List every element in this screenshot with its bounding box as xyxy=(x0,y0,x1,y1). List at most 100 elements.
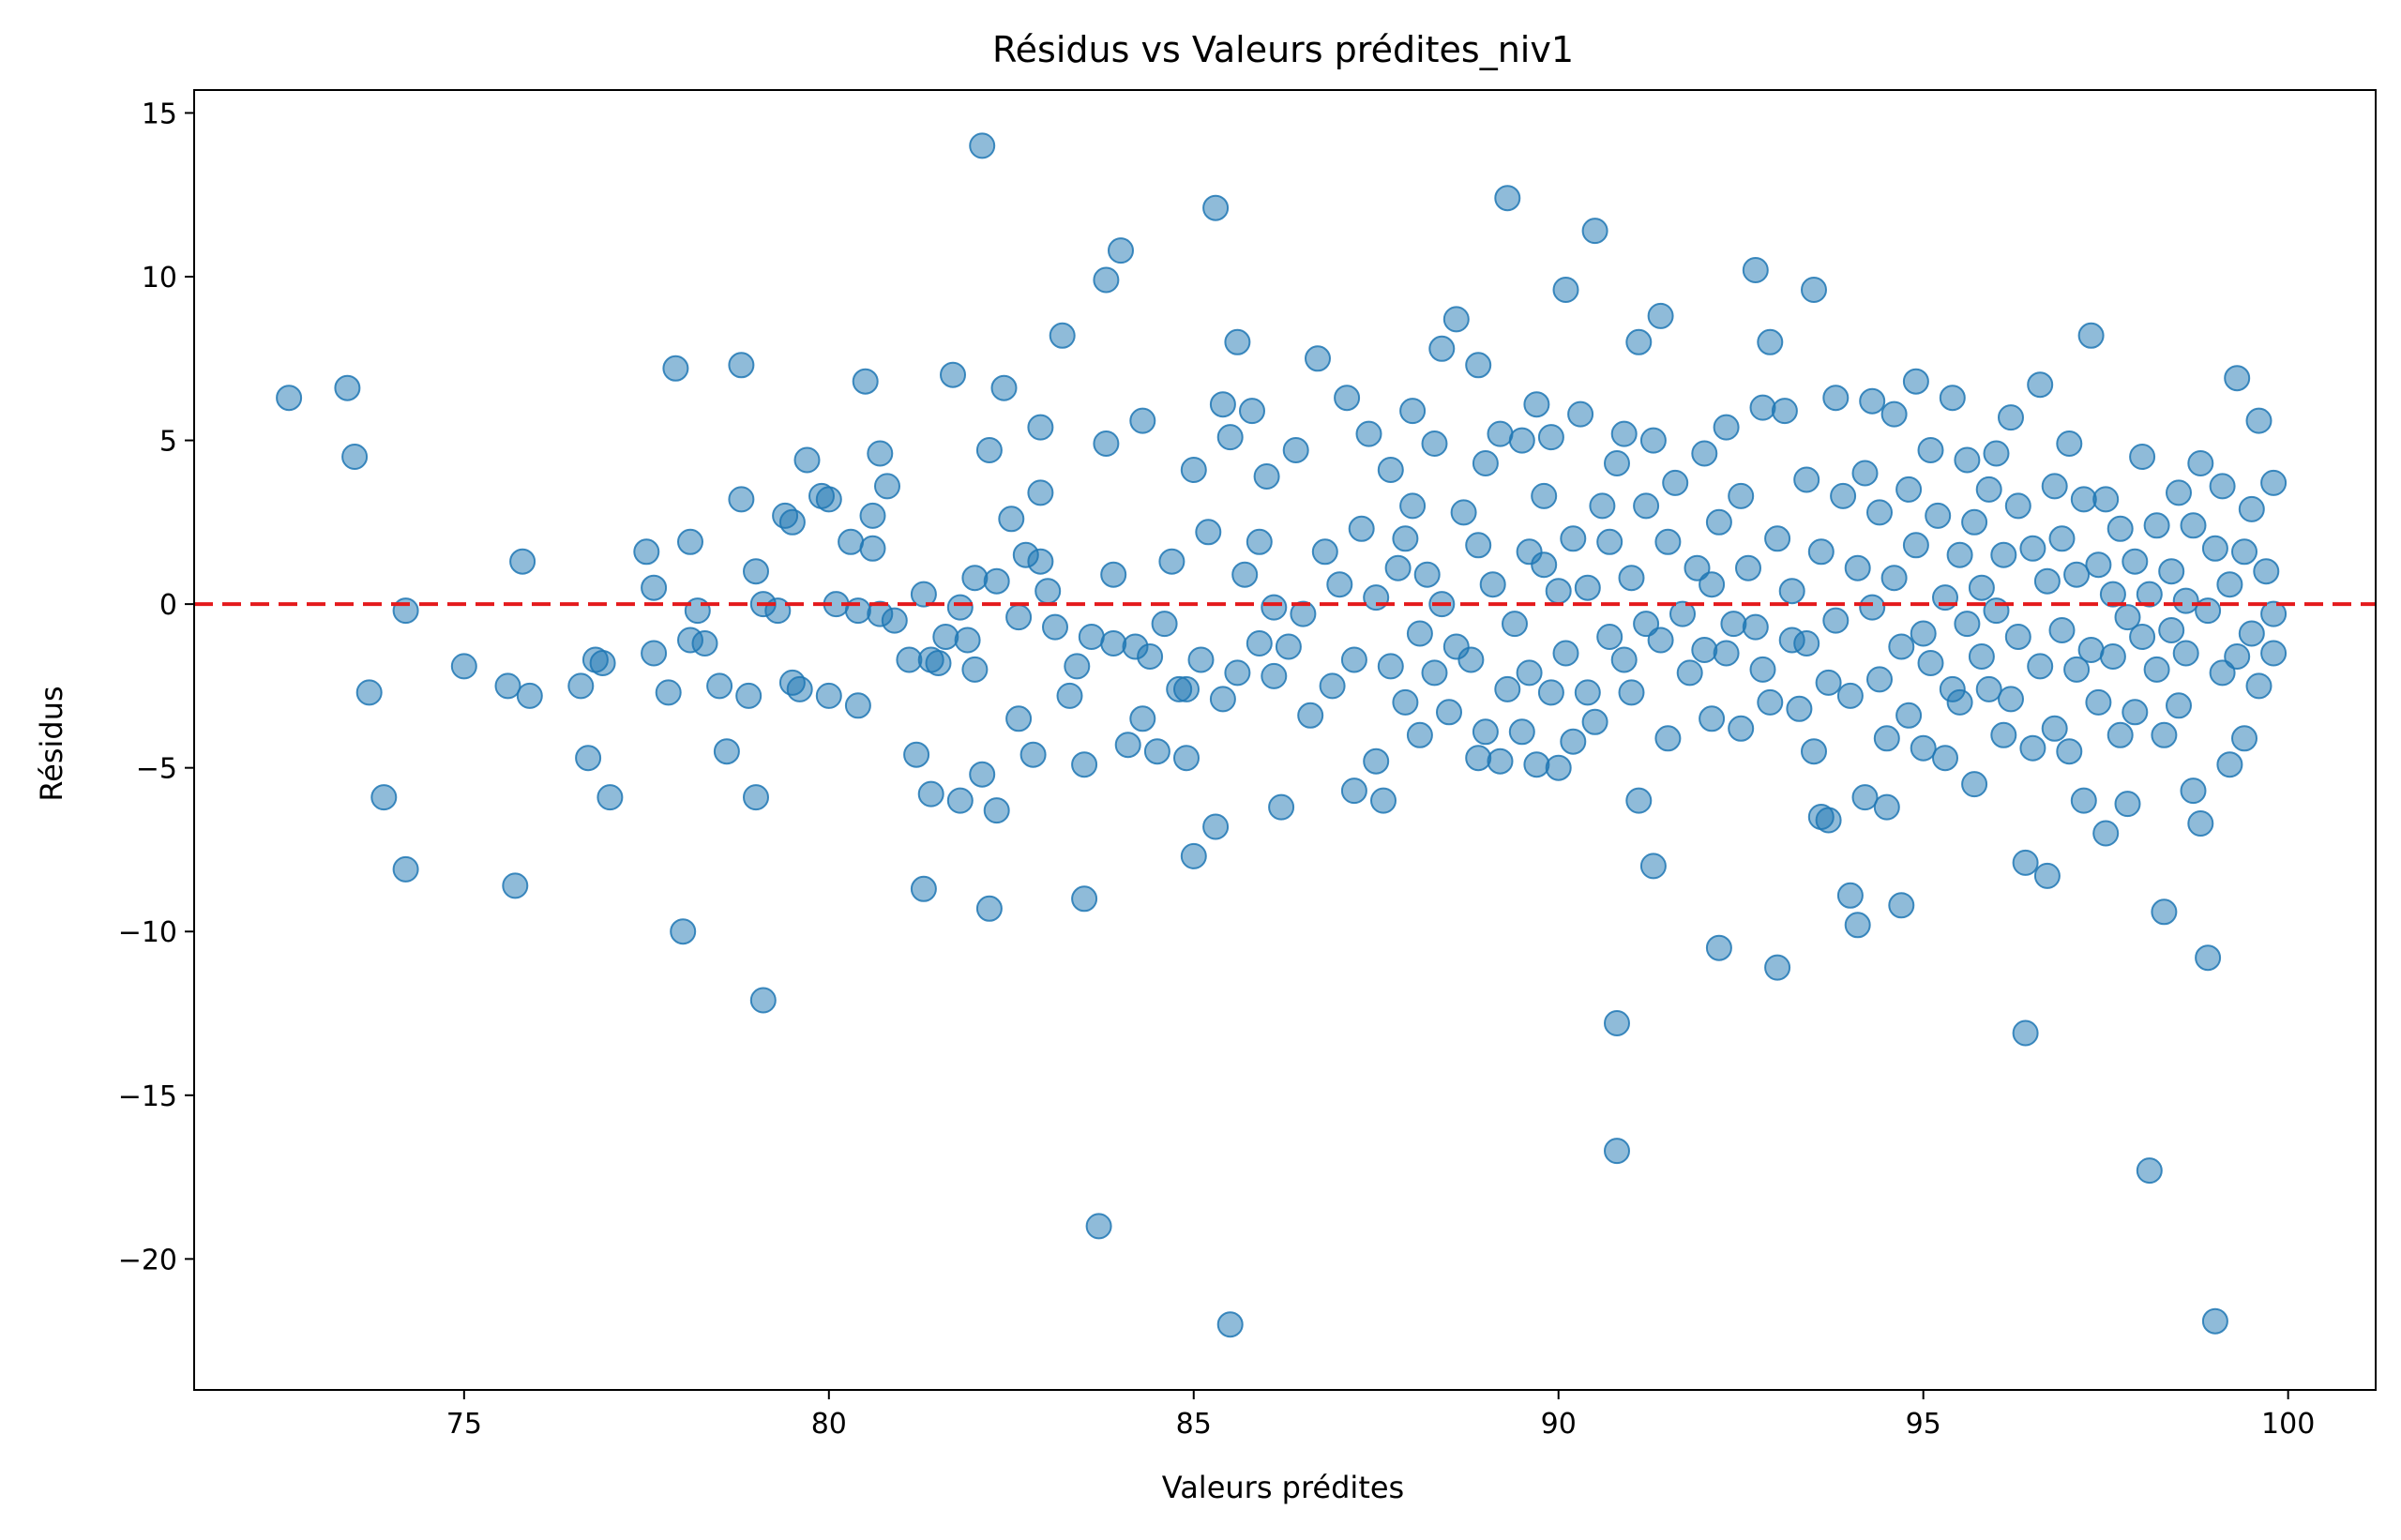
x-tick-label: 80 xyxy=(811,1408,847,1441)
data-point xyxy=(1633,492,1660,520)
data-point xyxy=(2129,624,2156,650)
data-point xyxy=(1275,633,1302,660)
data-point xyxy=(2048,617,2076,643)
data-point xyxy=(1742,613,1769,641)
data-point xyxy=(1844,554,1871,581)
data-point xyxy=(1560,728,1587,755)
data-point xyxy=(1253,463,1280,490)
data-point xyxy=(1902,532,1929,559)
data-point xyxy=(1114,732,1141,759)
data-point xyxy=(1311,538,1338,566)
data-point xyxy=(764,597,792,625)
chart-title: Résidus vs Valeurs prédites_niv1 xyxy=(992,29,1574,70)
data-point xyxy=(1815,807,1842,834)
data-point xyxy=(1647,302,1674,329)
data-points xyxy=(276,132,2288,1338)
data-point xyxy=(670,918,697,945)
data-point xyxy=(1910,734,1937,762)
data-point xyxy=(2033,862,2061,889)
data-point xyxy=(1472,450,1499,476)
data-point xyxy=(1494,675,1521,702)
data-point xyxy=(1399,398,1427,425)
data-point xyxy=(2070,787,2097,814)
data-point xyxy=(925,650,952,676)
data-point xyxy=(1406,721,1433,748)
data-point xyxy=(743,558,769,585)
data-point xyxy=(743,784,769,811)
data-point xyxy=(2166,479,2192,506)
data-point xyxy=(946,594,974,621)
data-point xyxy=(896,646,923,673)
data-point xyxy=(2260,640,2288,667)
data-point xyxy=(706,672,733,700)
data-point xyxy=(1720,611,1747,638)
data-point xyxy=(1975,476,2002,503)
data-point xyxy=(1005,705,1033,732)
data-point xyxy=(1633,611,1660,638)
data-point xyxy=(793,446,821,474)
data-point xyxy=(815,486,842,513)
data-point xyxy=(1472,718,1499,746)
data-point xyxy=(2114,791,2141,818)
data-point xyxy=(1224,328,1251,355)
data-point xyxy=(1939,385,1966,412)
data-point xyxy=(1610,420,1638,447)
data-point xyxy=(1618,679,1645,706)
data-point xyxy=(1005,604,1033,631)
data-point xyxy=(2077,322,2105,349)
data-point xyxy=(2092,486,2120,513)
data-point xyxy=(1516,659,1543,687)
data-point xyxy=(1392,688,1419,716)
data-point xyxy=(2201,1307,2228,1335)
data-point xyxy=(1042,613,1068,641)
data-point xyxy=(1654,528,1682,555)
data-point xyxy=(2048,525,2076,552)
data-point xyxy=(1596,624,1623,650)
data-point xyxy=(2063,656,2091,683)
data-point xyxy=(859,502,886,529)
data-point xyxy=(1998,686,2024,713)
data-point xyxy=(1297,702,1324,729)
data-point xyxy=(2143,512,2170,539)
data-point xyxy=(2136,581,2163,608)
data-point xyxy=(1604,1010,1630,1036)
data-point xyxy=(1836,682,1864,709)
data-point xyxy=(815,682,842,709)
data-point xyxy=(2151,898,2178,926)
y-tick-label: −20 xyxy=(118,1244,177,1276)
data-point xyxy=(655,679,682,706)
data-point xyxy=(975,437,1003,463)
data-point xyxy=(1428,335,1456,362)
data-point xyxy=(1508,718,1535,746)
y-tick-label: 15 xyxy=(142,98,177,130)
data-point xyxy=(983,567,1010,595)
y-axis-ticks: −20 −15 −10 −5 0 5 10 15 xyxy=(118,98,194,1276)
data-point xyxy=(1604,1138,1630,1165)
data-point xyxy=(1151,611,1178,638)
data-point xyxy=(1618,565,1645,592)
data-point xyxy=(961,565,989,592)
data-point xyxy=(1034,578,1062,605)
data-point xyxy=(1902,368,1929,395)
data-point xyxy=(1742,257,1769,283)
data-point xyxy=(1983,597,2010,625)
data-point xyxy=(852,368,879,395)
data-point xyxy=(1421,659,1448,687)
data-point xyxy=(1494,185,1521,212)
data-point xyxy=(1917,437,1944,463)
data-point xyxy=(1589,492,1616,520)
data-point xyxy=(2158,617,2185,643)
plot-area-frame xyxy=(193,89,2377,1391)
data-point xyxy=(1793,466,1820,493)
data-point xyxy=(1946,541,1973,568)
data-point xyxy=(969,132,996,159)
data-point xyxy=(1851,460,1879,487)
data-point xyxy=(990,374,1018,401)
x-tick-label: 90 xyxy=(1541,1408,1577,1441)
data-point xyxy=(1465,745,1492,772)
data-point xyxy=(1085,1213,1112,1240)
data-point xyxy=(1625,328,1653,355)
data-point xyxy=(2012,1019,2039,1047)
data-point xyxy=(1027,479,1054,506)
data-point xyxy=(1830,482,1857,509)
